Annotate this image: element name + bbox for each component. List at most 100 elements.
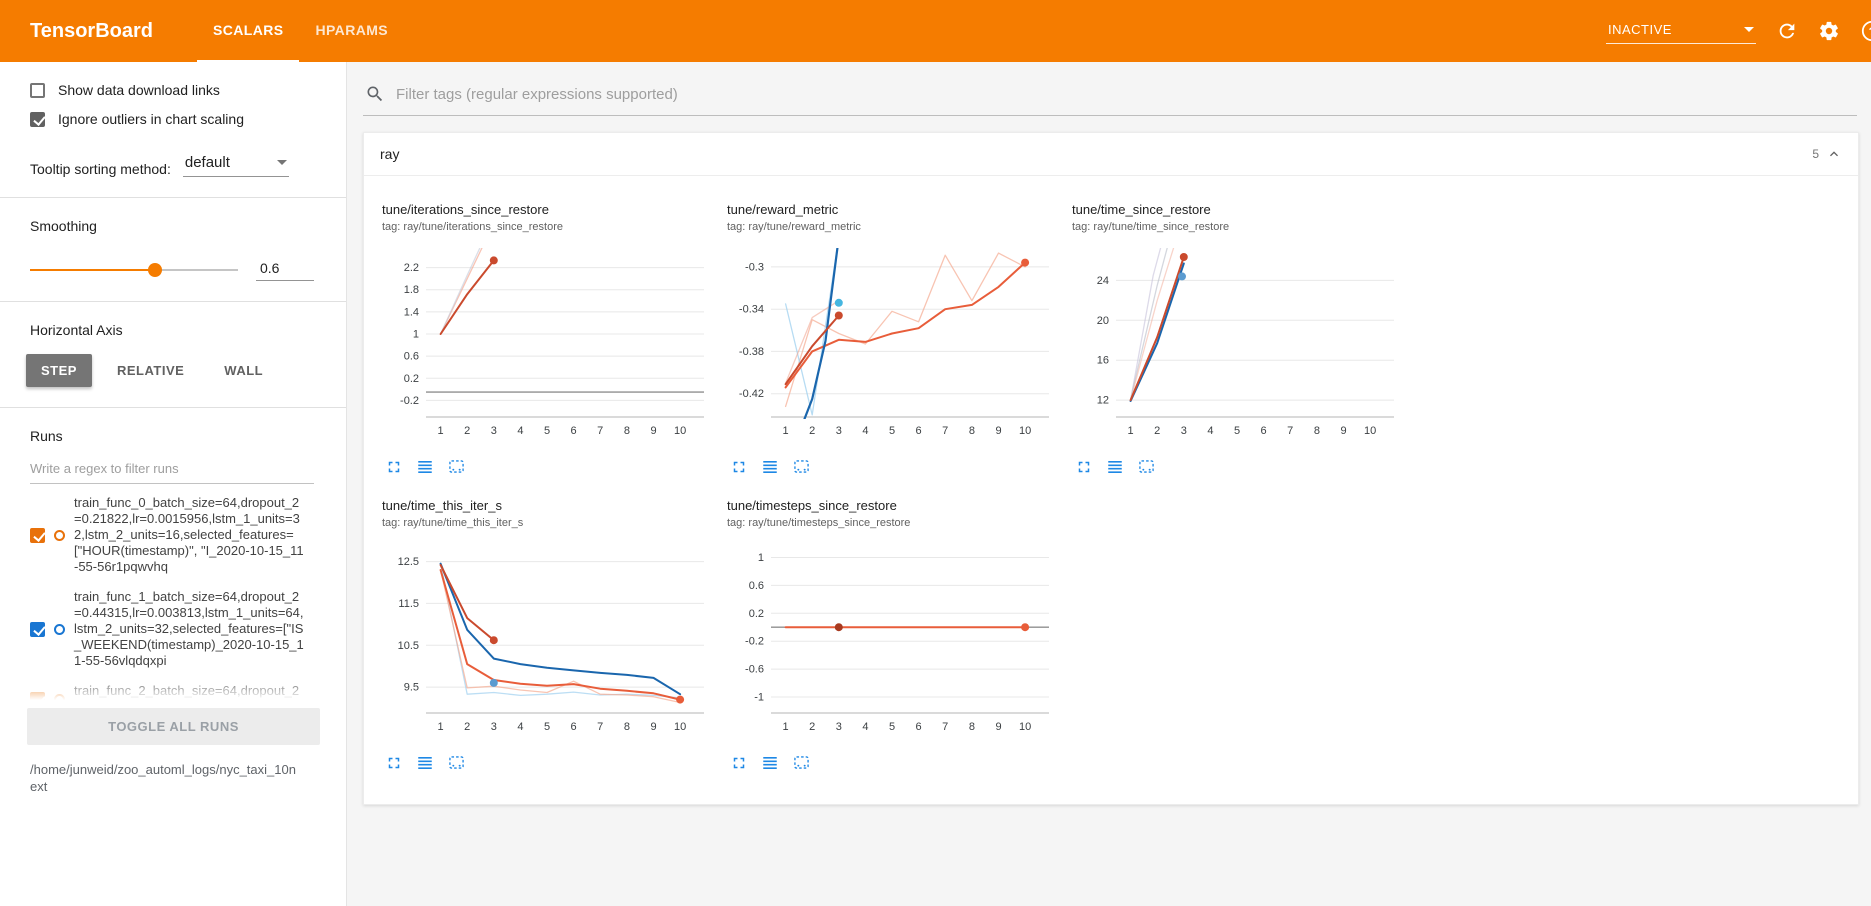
- smoothing-slider-thumb[interactable]: [147, 262, 162, 277]
- scalar-line-chart[interactable]: -0.42 -0.38 -0.34 -0.3 1 2 3 4 5 6 7 8 9 10: [725, 241, 1061, 447]
- axis-button-step[interactable]: STEP: [26, 354, 92, 387]
- svg-text:1: 1: [1128, 425, 1134, 437]
- svg-text:3: 3: [836, 721, 842, 733]
- chart-tag: tag: ray/tune/time_this_iter_s: [382, 517, 524, 529]
- run-item[interactable]: train_func_2_batch_size=64,dropout_2=: [0, 676, 346, 700]
- tooltip-sorting-dropdown[interactable]: default: [182, 153, 289, 177]
- svg-text:10: 10: [674, 721, 686, 733]
- run-label: train_func_0_batch_size=64,dropout_2=0.2…: [74, 495, 304, 574]
- option-row[interactable]: Show data download links: [30, 82, 316, 98]
- fullscreen-icon[interactable]: [385, 754, 403, 772]
- axis-button-relative[interactable]: RELATIVE: [102, 354, 199, 387]
- fullscreen-icon[interactable]: [730, 754, 748, 772]
- runs-list: train_func_0_batch_size=64,dropout_2=0.2…: [0, 488, 346, 700]
- fullscreen-icon[interactable]: [730, 458, 748, 476]
- smoothing-slider[interactable]: [30, 262, 238, 277]
- fit-domain-icon[interactable]: [792, 753, 811, 772]
- tooltip-sorting-value: default: [184, 154, 230, 171]
- tab-scalars[interactable]: SCALARS: [196, 0, 300, 62]
- axis-button-wall[interactable]: WALL: [209, 354, 278, 387]
- chart-title: tune/time_this_iter_s: [382, 498, 502, 513]
- svg-text:10: 10: [1019, 721, 1031, 733]
- svg-text:3: 3: [491, 425, 497, 437]
- refresh-icon[interactable]: [1776, 20, 1798, 42]
- svg-text:5: 5: [544, 425, 550, 437]
- svg-text:1: 1: [758, 552, 764, 564]
- chart-toolbar: [385, 753, 716, 772]
- svg-text:9: 9: [650, 721, 656, 733]
- svg-text:2: 2: [464, 721, 470, 733]
- svg-text:20: 20: [1097, 315, 1109, 327]
- divider: [0, 407, 346, 408]
- fit-domain-icon[interactable]: [447, 457, 466, 476]
- toggle-all-runs-button[interactable]: TOGGLE ALL RUNS: [27, 708, 320, 745]
- svg-text:6: 6: [916, 425, 922, 437]
- smoothing-slider-fill: [30, 268, 155, 271]
- svg-text:8: 8: [969, 721, 975, 733]
- log-directory-path: /home/junweid/zoo_automl_logs/nyc_taxi_1…: [30, 762, 296, 794]
- tag-group-header[interactable]: ray 5: [364, 133, 1858, 176]
- svg-text:4: 4: [517, 721, 523, 733]
- svg-text:4: 4: [517, 425, 523, 437]
- chart-toolbar: [730, 753, 1061, 772]
- runs-list-icon[interactable]: [761, 458, 779, 476]
- gear-icon[interactable]: [1818, 20, 1840, 42]
- run-item[interactable]: train_func_0_batch_size=64,dropout_2=0.2…: [0, 488, 346, 582]
- fullscreen-icon[interactable]: [1075, 458, 1093, 476]
- svg-text:6: 6: [1261, 425, 1267, 437]
- chevron-up-icon[interactable]: [1826, 146, 1842, 162]
- tab-hparams[interactable]: HPARAMS: [315, 22, 389, 38]
- svg-text:6: 6: [571, 721, 577, 733]
- svg-text:-1: -1: [754, 692, 764, 704]
- fit-domain-icon[interactable]: [447, 753, 466, 772]
- runs-list-icon[interactable]: [761, 754, 779, 772]
- tag-filter-input[interactable]: [396, 85, 1855, 103]
- scalar-line-chart[interactable]: 9.5 10.5 11.5 12.5 1 2 3 4 5 6 7 8 9 10: [380, 537, 716, 743]
- chart-tag: tag: ray/tune/iterations_since_restore: [382, 221, 563, 233]
- fit-domain-icon[interactable]: [792, 457, 811, 476]
- svg-text:2: 2: [809, 425, 815, 437]
- status-dropdown-value: INACTIVE: [1608, 21, 1672, 37]
- svg-text:4: 4: [862, 721, 868, 733]
- run-color-swatch[interactable]: [54, 623, 65, 635]
- run-item[interactable]: train_func_1_batch_size=64,dropout_2=0.4…: [0, 582, 346, 676]
- chart-card: tune/reward_metric tag: ray/tune/reward_m…: [725, 202, 1061, 476]
- runs-filter-input[interactable]: [30, 454, 314, 484]
- help-icon[interactable]: ?: [1860, 19, 1871, 43]
- run-checkbox[interactable]: [30, 691, 45, 700]
- svg-text:10: 10: [1019, 425, 1031, 437]
- runs-list-icon[interactable]: [416, 754, 434, 772]
- runs-list-icon[interactable]: [1106, 458, 1124, 476]
- smoothing-value-field[interactable]: 0.6: [256, 258, 314, 281]
- scalar-line-chart[interactable]: -1 -0.6 -0.2 0.2 0.6 1 1 2 3 4 5 6 7 8 9 10: [725, 537, 1061, 743]
- svg-text:5: 5: [889, 721, 895, 733]
- run-checkbox[interactable]: [30, 527, 45, 543]
- run-color-swatch[interactable]: [54, 529, 65, 541]
- run-checkbox[interactable]: [30, 621, 45, 637]
- fullscreen-icon[interactable]: [385, 458, 403, 476]
- chart-card: tune/time_this_iter_s tag: ray/tune/time_…: [380, 498, 716, 772]
- svg-text:8: 8: [624, 425, 630, 437]
- chart-tag: tag: ray/tune/reward_metric: [727, 221, 861, 233]
- smoothing-row: 0.6: [30, 258, 316, 281]
- chart-tag: tag: ray/tune/timesteps_since_restore: [727, 517, 911, 529]
- checkbox[interactable]: [30, 82, 45, 98]
- svg-text:3: 3: [836, 425, 842, 437]
- checkbox[interactable]: [30, 111, 45, 127]
- chart-card: tune/iterations_since_restore tag: ray/tu…: [380, 202, 716, 476]
- svg-text:24: 24: [1097, 275, 1109, 287]
- svg-text:-0.34: -0.34: [739, 304, 764, 316]
- fit-domain-icon[interactable]: [1137, 457, 1156, 476]
- svg-text:10.5: 10.5: [398, 640, 419, 652]
- run-label: train_func_2_batch_size=64,dropout_2=: [74, 683, 300, 700]
- scalar-line-chart[interactable]: -0.2 0.2 0.6 1 1.4 1.8 2.2 1 2 3 4 5 6 7 8 9 10: [380, 241, 716, 447]
- status-dropdown[interactable]: INACTIVE: [1606, 19, 1756, 44]
- run-color-swatch[interactable]: [54, 693, 65, 700]
- svg-text:9: 9: [995, 721, 1001, 733]
- tag-group-card: ray 5 tune/iterations_since_restore tag: …: [363, 132, 1859, 805]
- run-label: train_func_1_batch_size=64,dropout_2=0.4…: [74, 589, 304, 668]
- runs-list-icon[interactable]: [416, 458, 434, 476]
- chart-title: tune/timesteps_since_restore: [727, 498, 897, 513]
- option-row[interactable]: Ignore outliers in chart scaling: [30, 111, 316, 127]
